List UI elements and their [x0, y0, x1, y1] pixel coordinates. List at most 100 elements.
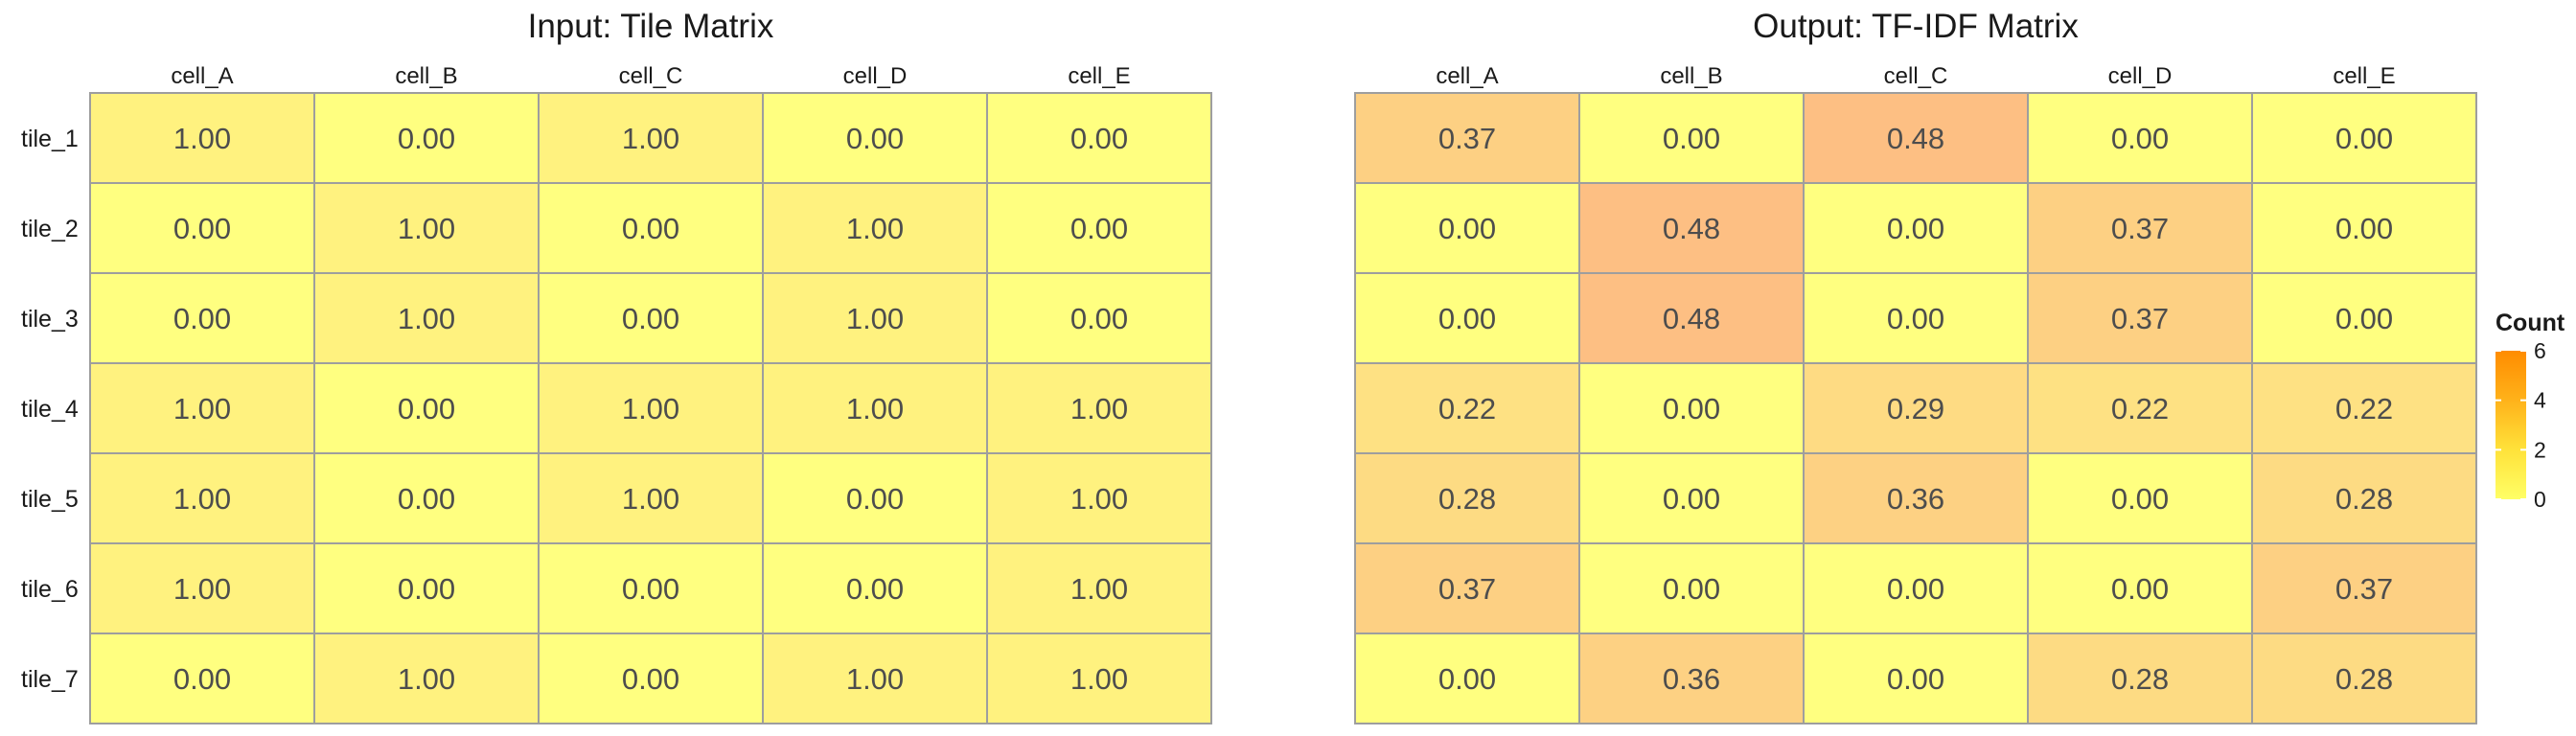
output-cell	[1354, 632, 1580, 724]
input-cell	[89, 182, 315, 274]
input-cell	[986, 92, 1212, 184]
output-cell-value: 0.28	[2335, 482, 2393, 516]
input-cell-value: 1.00	[622, 122, 679, 155]
output-cell-value: 0.00	[2335, 302, 2393, 335]
input-cell-value: 0.00	[398, 122, 455, 155]
legend-tick-label: 6	[2534, 338, 2546, 363]
output-heatmap: 0.37 0.00 0.48 0.00 0.00 0.00 0.48 0.00 0.37 0.00…	[1354, 63, 2477, 724]
input-cell	[538, 632, 764, 724]
input-cell-value: 0.00	[173, 212, 231, 245]
input-cell	[986, 632, 1212, 724]
output-cell-value: 0.00	[1887, 302, 1944, 335]
output-cell	[2251, 452, 2477, 544]
input-cell-value: 0.00	[1070, 302, 1128, 335]
row-label: tile_6	[21, 576, 79, 603]
output-cell-value: 0.00	[2111, 122, 2169, 155]
input-cell-value: 1.00	[173, 482, 231, 516]
input-column-label: cell_D	[843, 63, 908, 89]
input-cell-value: 0.00	[846, 482, 904, 516]
output-cell	[2027, 542, 2253, 634]
input-cell-value: 1.00	[398, 212, 455, 245]
output-cell	[2251, 272, 2477, 364]
output-column-label: cell_E	[2333, 63, 2395, 89]
input-cell-value: 1.00	[173, 572, 231, 606]
input-cell-value: 1.00	[1070, 572, 1128, 606]
row-label: tile_2	[21, 216, 79, 242]
output-cell-value: 0.37	[2111, 302, 2169, 335]
row-label: tile_7	[21, 666, 79, 693]
input-cell	[986, 272, 1212, 364]
input-cell-value: 0.00	[173, 662, 231, 696]
output-cell-value: 0.00	[1438, 662, 1496, 696]
output-cell-value: 0.48	[1887, 122, 1944, 155]
input-cell-value: 0.00	[846, 122, 904, 155]
output-cell	[1803, 542, 2029, 634]
input-cell-value: 1.00	[1070, 392, 1128, 426]
output-column-label: cell_D	[2108, 63, 2173, 89]
output-cell	[1578, 542, 1805, 634]
input-cell	[986, 362, 1212, 454]
output-cell	[1578, 272, 1805, 364]
output-cell-value: 0.00	[1663, 122, 1720, 155]
output-cell-value: 0.48	[1663, 212, 1720, 245]
output-cell	[1578, 362, 1805, 454]
input-cell	[538, 272, 764, 364]
output-column-label: cell_C	[1884, 63, 1948, 89]
output-cell	[1354, 182, 1580, 274]
output-cell	[2251, 632, 2477, 724]
output-cell-value: 0.37	[2111, 212, 2169, 245]
output-cell-value: 0.22	[1438, 392, 1496, 426]
output-cell	[1803, 452, 2029, 544]
output-cell	[1578, 182, 1805, 274]
input-column-label: cell_B	[395, 63, 457, 89]
output-cell-value: 0.48	[1663, 302, 1720, 335]
input-cell-value: 1.00	[846, 662, 904, 696]
input-cell	[762, 632, 988, 724]
output-cell	[1578, 452, 1805, 544]
output-cell-value: 0.00	[1663, 572, 1720, 606]
output-cell-value: 0.00	[1887, 212, 1944, 245]
input-cell	[313, 542, 540, 634]
input-cell-value: 1.00	[398, 302, 455, 335]
output-cell-value: 0.00	[1887, 572, 1944, 606]
output-cell-value: 0.37	[2335, 572, 2393, 606]
output-cell	[1354, 362, 1580, 454]
input-cell-value: 1.00	[846, 302, 904, 335]
output-cell	[1354, 542, 1580, 634]
output-cell-value: 0.28	[2111, 662, 2169, 696]
output-cell	[1578, 92, 1805, 184]
output-cell	[1803, 632, 2029, 724]
legend-title: Count	[2496, 310, 2565, 336]
input-cell-value: 1.00	[846, 212, 904, 245]
input-cell-value: 0.00	[1070, 122, 1128, 155]
input-cell-value: 0.00	[398, 392, 455, 426]
input-column-label: cell_E	[1068, 63, 1130, 89]
input-cell-value: 0.00	[398, 482, 455, 516]
input-cell	[762, 272, 988, 364]
output-cell	[1354, 92, 1580, 184]
output-cell-value: 0.37	[1438, 122, 1496, 155]
output-cell-value: 0.29	[1887, 392, 1944, 426]
row-label: tile_5	[21, 486, 79, 513]
input-cell-value: 1.00	[1070, 482, 1128, 516]
output-cell-value: 0.22	[2111, 392, 2169, 426]
input-column-label: cell_C	[619, 63, 683, 89]
input-cell	[538, 452, 764, 544]
row-label: tile_1	[21, 126, 79, 152]
input-cell	[313, 182, 540, 274]
input-cell-value: 0.00	[622, 302, 679, 335]
input-cell-value: 1.00	[173, 122, 231, 155]
output-cell-value: 0.00	[1663, 482, 1720, 516]
output-cell	[2251, 362, 2477, 454]
input-cell	[89, 542, 315, 634]
input-cell-value: 1.00	[622, 392, 679, 426]
input-cell	[538, 542, 764, 634]
output-cell	[1803, 362, 2029, 454]
input-cell-value: 0.00	[846, 572, 904, 606]
input-cell-value: 1.00	[622, 482, 679, 516]
input-cell-value: 1.00	[846, 392, 904, 426]
output-cell	[2251, 182, 2477, 274]
input-cell	[313, 272, 540, 364]
